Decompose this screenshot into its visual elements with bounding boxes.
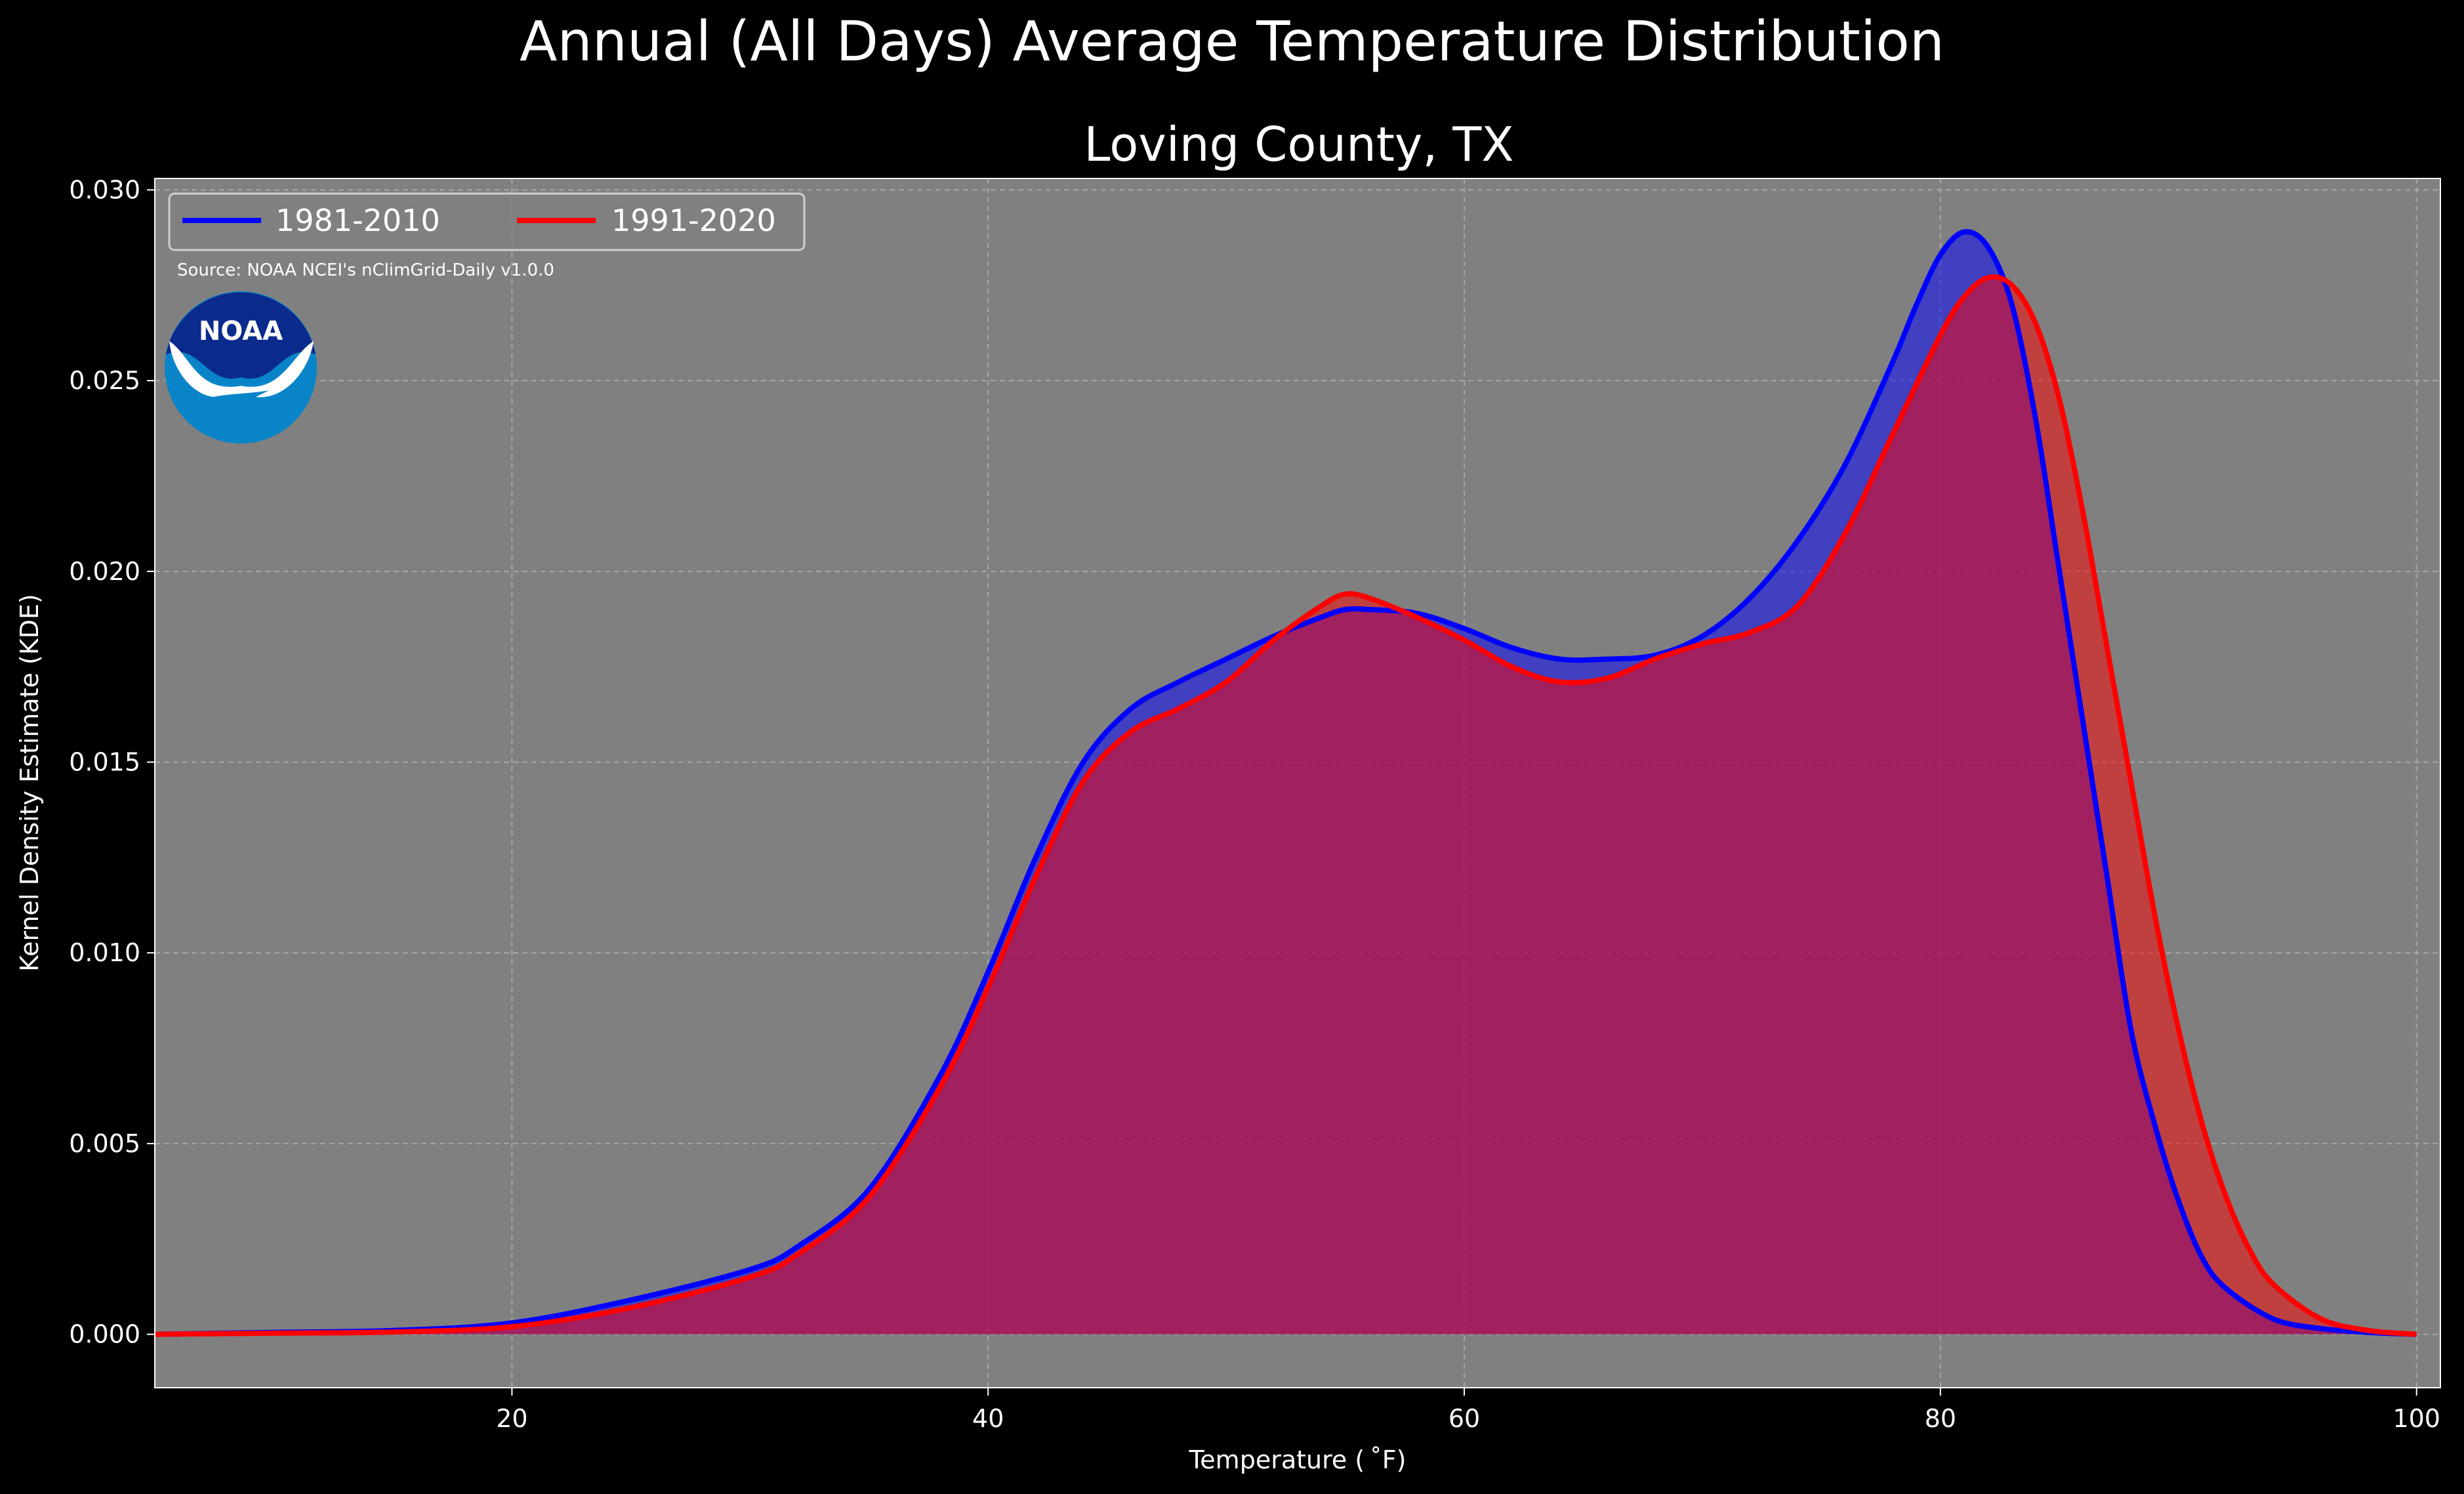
x-axis-label: Temperature ( ˚F): [1189, 1445, 1407, 1474]
legend: 1981-2010 1991-2020: [168, 192, 806, 251]
y-tick-label: 0.025: [69, 366, 140, 395]
x-tick-label: 100: [2392, 1404, 2440, 1433]
y-tick-label: 0.015: [69, 748, 140, 777]
chart-subtitle: Loving County, TX: [1084, 117, 1513, 172]
y-tick-label: 0.010: [69, 938, 140, 967]
x-tick-label: 80: [1925, 1404, 1956, 1433]
y-tick-label: 0.030: [69, 175, 140, 204]
noaa-logo-text: NOAA: [199, 316, 283, 346]
y-tick-label: 0.000: [69, 1320, 140, 1349]
series-area-1991-2020: [155, 277, 2417, 1335]
series-lines: [154, 229, 2417, 1337]
legend-label-1981-2010: 1981-2010: [276, 203, 440, 238]
axes: 20 40 60 80 100 0.000 0.005 0.010 0.015 0.020 0.02…: [69, 175, 2441, 1433]
x-tick-label: 60: [1448, 1404, 1480, 1433]
legend-label-1991-2020: 1991-2020: [611, 203, 776, 238]
series-areas: [155, 232, 2417, 1335]
source-note: Source: NOAA NCEI's nClimGrid-Daily v1.0…: [177, 260, 554, 280]
y-tick-label: 0.020: [69, 557, 140, 586]
series-line-1981-2010: [154, 229, 2417, 1337]
series-line-1991-2020: [154, 274, 2417, 1337]
plot-frame: [154, 178, 2441, 1388]
chart-title: Annual (All Days) Average Temperature Di…: [520, 9, 1944, 73]
legend-box: [168, 192, 806, 251]
y-axis-label: Kernel Density Estimate (KDE): [15, 594, 44, 972]
y-tick-label: 0.005: [69, 1129, 140, 1158]
x-tick-label: 20: [496, 1404, 527, 1433]
noaa-logo-icon: NOAA: [165, 291, 317, 444]
x-tick-label: 40: [972, 1404, 1004, 1433]
